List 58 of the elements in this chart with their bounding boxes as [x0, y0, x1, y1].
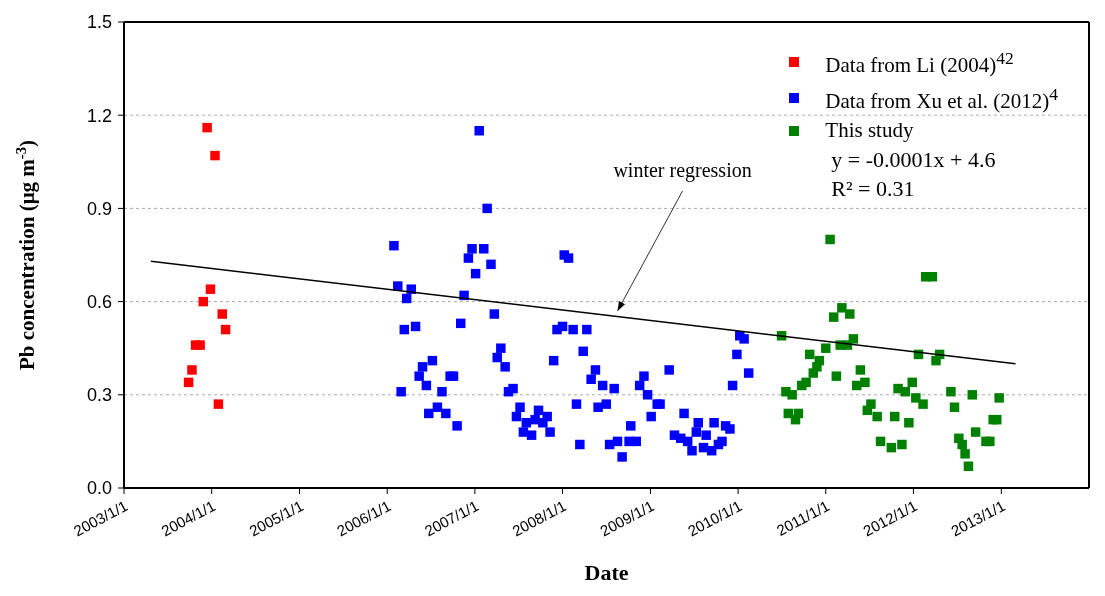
- point: [963, 461, 974, 471]
- point: [217, 309, 227, 319]
- point: [970, 427, 981, 437]
- point: [213, 399, 224, 409]
- y-tick-label: 0.3: [86, 385, 112, 406]
- point: [967, 390, 978, 400]
- point: [985, 436, 995, 447]
- point: [787, 390, 797, 400]
- point: [918, 399, 928, 409]
- point: [886, 442, 897, 453]
- point: [875, 436, 886, 447]
- point: [187, 365, 197, 375]
- point: [897, 439, 907, 450]
- point: [195, 340, 205, 350]
- point: [202, 122, 212, 133]
- point: [889, 411, 900, 422]
- point: [927, 272, 938, 282]
- point: [205, 284, 216, 294]
- legend-label: This study: [825, 117, 914, 144]
- point: [907, 377, 917, 388]
- x-axis-title: Date: [584, 560, 629, 585]
- point: [831, 371, 842, 381]
- point: [837, 303, 847, 313]
- point: [821, 343, 831, 353]
- point: [960, 449, 970, 459]
- point: [992, 414, 1002, 425]
- point: [220, 324, 231, 335]
- point: [814, 355, 825, 366]
- point: [855, 365, 866, 375]
- point: [848, 334, 859, 344]
- y-tick-label: 1.5: [86, 12, 112, 33]
- point: [198, 296, 208, 307]
- point: [183, 377, 194, 388]
- point: [210, 150, 220, 161]
- point: [946, 386, 956, 397]
- point: [860, 377, 870, 388]
- point: [845, 309, 855, 319]
- point: [804, 349, 815, 360]
- point: [825, 234, 835, 245]
- y-tick-label: 0.9: [86, 198, 112, 219]
- point: [900, 386, 911, 397]
- point: [957, 439, 967, 450]
- y-tick-label: 1.2: [86, 105, 112, 126]
- annotation: y = -0.0001x + 4.6: [831, 146, 997, 174]
- point: [801, 377, 811, 388]
- point: [994, 393, 1004, 403]
- y-tick-label: 0.0: [86, 478, 112, 499]
- legend-label: Data from Li (2004)$^{42}$: [825, 47, 1014, 79]
- annotation: winter regression: [613, 158, 752, 182]
- y-tick-label: 0.6: [86, 291, 112, 312]
- point: [904, 418, 914, 428]
- point: [793, 408, 804, 419]
- annotation: R² = 0.31: [831, 175, 916, 203]
- point: [828, 312, 839, 322]
- point: [949, 402, 960, 412]
- point: [872, 411, 882, 422]
- point: [866, 399, 876, 409]
- legend-label: Data from Xu et al. (2012)$^{4}$: [825, 83, 1058, 115]
